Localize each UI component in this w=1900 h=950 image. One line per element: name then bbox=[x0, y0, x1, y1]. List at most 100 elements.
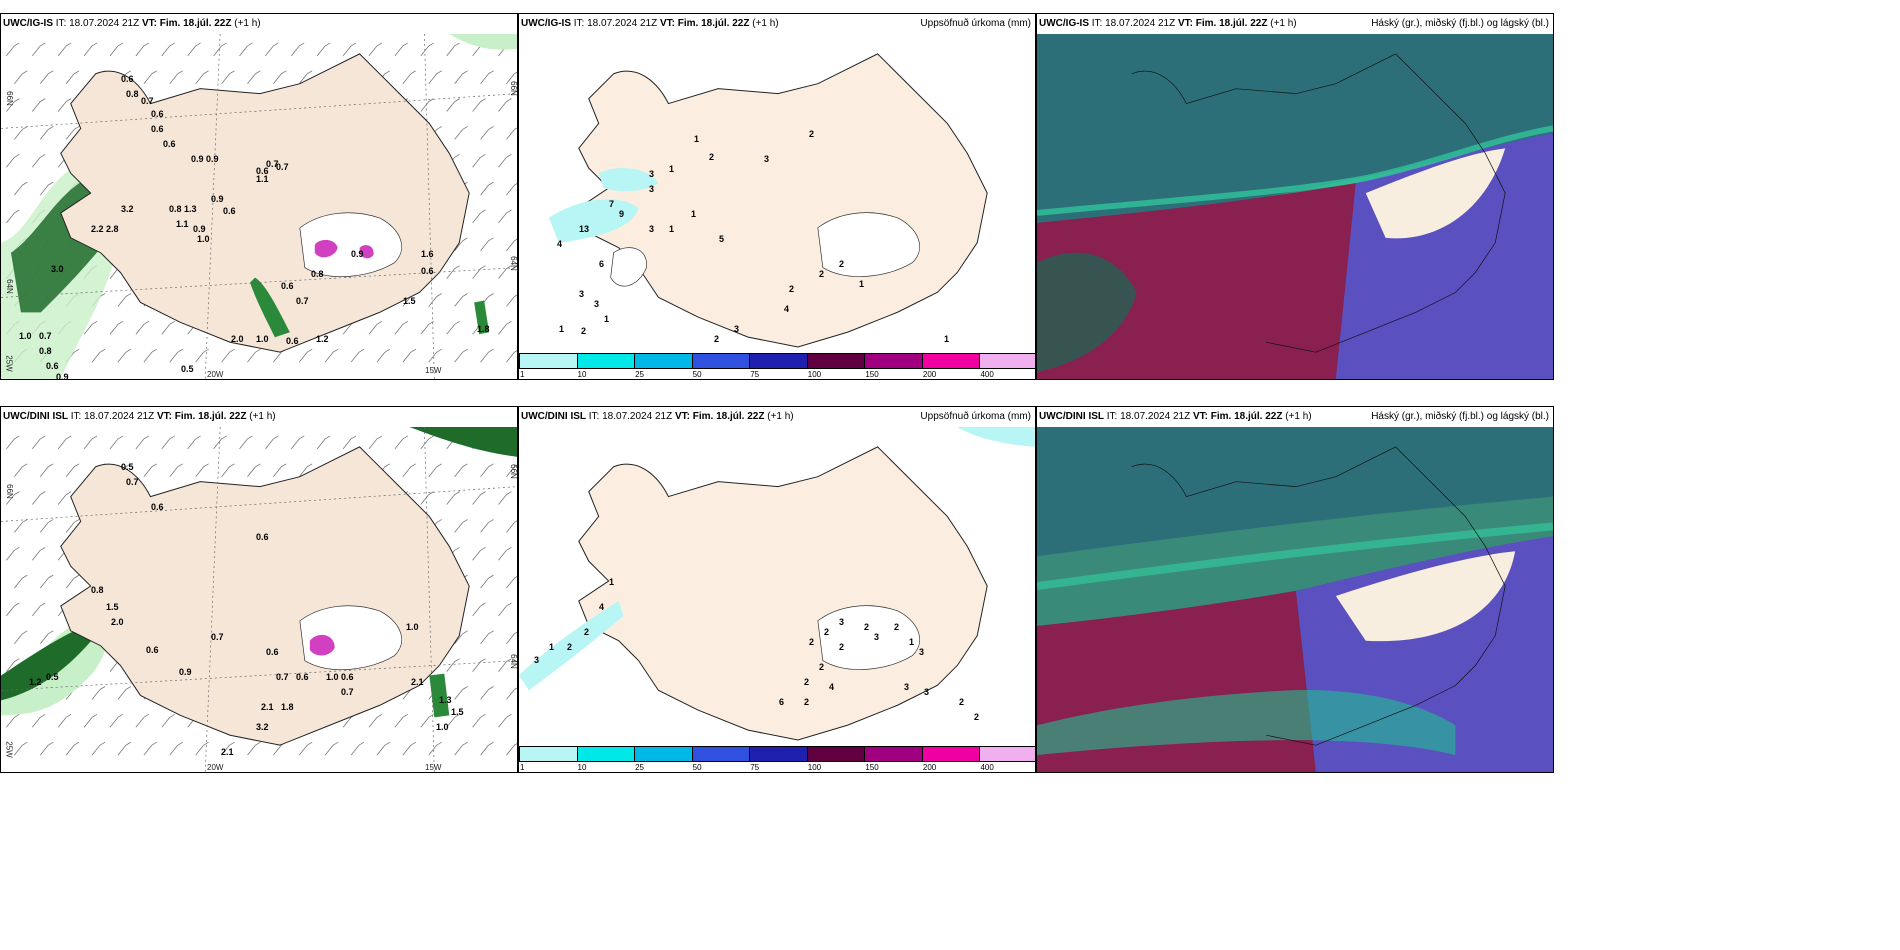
panel-header: UWC/DINI ISL IT: 18.07.2024 21Z VT: Fim.… bbox=[1, 407, 517, 427]
map-value-label: 2 bbox=[894, 622, 900, 632]
map-value-label: 2 bbox=[714, 334, 720, 344]
map-value-label: 0.6 bbox=[46, 361, 59, 371]
precip-map[interactable]: 2 1 2 3 1 3 7 9 3 1 1 4 13 6 3 3 1 1 2 2 2 4 3 3 5 2 2 1 1 bbox=[519, 34, 1035, 351]
colorbar-label: 75 bbox=[750, 763, 760, 772]
cyan-precip bbox=[548, 199, 639, 243]
map-value-label: 1 bbox=[604, 314, 610, 324]
wind-barb bbox=[57, 42, 72, 57]
colorbar-label: 400 bbox=[980, 763, 994, 772]
panel-header: UWC/DINI ISL IT: 18.07.2024 21Z VT: Fim.… bbox=[1037, 407, 1553, 427]
map-value-label: 13 bbox=[579, 224, 590, 234]
model-name: UWC/IG-IS bbox=[1039, 18, 1089, 29]
wind-barb bbox=[161, 713, 175, 728]
precip-map-svg bbox=[548, 53, 988, 348]
wind-barb bbox=[498, 153, 512, 168]
it-label: IT: bbox=[573, 18, 585, 29]
map-value-label: 0.8 bbox=[126, 89, 139, 99]
wind-barb bbox=[135, 435, 150, 450]
wind-barb bbox=[472, 491, 486, 505]
wind-barb bbox=[498, 602, 512, 617]
wind-barb bbox=[454, 348, 468, 363]
wind-barb bbox=[350, 741, 365, 756]
wind-barb bbox=[109, 713, 124, 728]
wind-barb bbox=[221, 348, 235, 363]
wind-barb bbox=[506, 687, 517, 700]
wind-barb bbox=[169, 348, 183, 363]
map-value-label: 2 bbox=[804, 677, 810, 687]
lead-time: (+1 h) bbox=[752, 18, 779, 29]
panel-precip-dini: UWC/DINI ISL IT: 18.07.2024 21Z VT: Fim.… bbox=[518, 406, 1036, 773]
wind-barb bbox=[161, 320, 175, 335]
colorbar-label: 50 bbox=[692, 763, 702, 772]
map-value-label: 0.8 bbox=[91, 585, 104, 595]
wind-barb bbox=[394, 435, 409, 450]
init-time: 18.07.2024 21Z bbox=[84, 411, 155, 422]
wind-barb bbox=[91, 348, 106, 363]
wind-barb bbox=[506, 576, 517, 589]
wind-barb bbox=[39, 741, 54, 756]
wind-barb bbox=[117, 741, 132, 756]
wind-barb bbox=[298, 463, 313, 477]
wind-barb bbox=[117, 348, 132, 363]
wind-barb bbox=[506, 183, 517, 196]
wind-barb bbox=[454, 519, 468, 533]
cloud-map-svg bbox=[1037, 427, 1553, 772]
map-value-label: 4 bbox=[829, 682, 835, 692]
map-value-label: 0.7 bbox=[341, 687, 354, 697]
wind-barb bbox=[14, 741, 28, 756]
cloud-map[interactable] bbox=[1037, 34, 1553, 379]
map-value-label: 3.2 bbox=[256, 722, 269, 732]
wind-barb bbox=[394, 320, 409, 335]
colorbar-label: 200 bbox=[922, 763, 937, 772]
wind-barb bbox=[65, 126, 80, 140]
panel-header: UWC/IG-IS IT: 18.07.2024 21Z VT: Fim. 18… bbox=[1037, 14, 1553, 34]
vt-label: VT: bbox=[1177, 18, 1193, 29]
map-value-label: 3 bbox=[839, 617, 845, 627]
iceland-land bbox=[60, 53, 470, 353]
wind-barb bbox=[506, 631, 517, 644]
panel-cloud-ig: UWC/IG-IS IT: 18.07.2024 21Z VT: Fim. 18… bbox=[1036, 13, 1554, 380]
map-value-label: 0.6 bbox=[256, 532, 269, 542]
tick-lat-66-right: 66N bbox=[508, 464, 518, 479]
wind-barb bbox=[265, 435, 279, 450]
wind-barb bbox=[31, 602, 46, 617]
model-name: UWC/DINI ISL bbox=[1039, 411, 1104, 422]
green-streak bbox=[250, 277, 290, 338]
map-value-label: 0.9 bbox=[351, 249, 364, 259]
wind-barb bbox=[428, 70, 442, 84]
it-label: IT: bbox=[1091, 18, 1103, 29]
map-value-label: 1.0 bbox=[406, 622, 419, 632]
wind-barb bbox=[6, 435, 20, 450]
wind-map[interactable]: 66N 66N 64N 25W 20W 15W 0.5 0.7 0.6 0.6 0.8 1… bbox=[1, 427, 517, 772]
wind-barb bbox=[6, 153, 20, 168]
coastline bbox=[1131, 53, 1506, 353]
cloud-lower-green bbox=[1037, 690, 1456, 756]
map-value-label: 0.5 bbox=[46, 672, 59, 682]
north-dark-green bbox=[409, 427, 517, 457]
wind-barb bbox=[195, 463, 209, 477]
cloud-map[interactable] bbox=[1037, 427, 1553, 772]
wind-barb bbox=[428, 741, 442, 756]
tick-lon-15: 15W bbox=[425, 763, 442, 772]
wind-barb bbox=[454, 70, 468, 84]
wind-barb bbox=[39, 463, 54, 477]
it-label: IT: bbox=[1106, 411, 1118, 422]
cloud-white bbox=[1335, 551, 1516, 642]
wind-barb bbox=[368, 320, 383, 335]
iceland-land bbox=[60, 446, 470, 746]
map-value-label: 3 bbox=[579, 289, 585, 299]
init-time: 18.07.2024 21Z bbox=[1120, 411, 1191, 422]
map-value-label: 3.2 bbox=[121, 204, 134, 214]
map-value-label: 0.6 bbox=[286, 336, 299, 346]
map-value-label: 3.0 bbox=[51, 264, 64, 274]
wind-barb bbox=[91, 741, 106, 756]
init-time: 18.07.2024 21Z bbox=[587, 18, 658, 29]
wind-barb bbox=[213, 435, 227, 450]
map-value-label: 0.9 bbox=[211, 194, 224, 204]
wind-barb bbox=[506, 743, 517, 756]
map-value-label: 1 bbox=[694, 134, 700, 144]
wind-barb bbox=[480, 519, 494, 533]
wind-map[interactable]: 66N 64N 66N 64N 25W 20W 15W 0.6 0.8 0.7 0.6… bbox=[1, 34, 517, 379]
map-value-label: 1 bbox=[669, 224, 675, 234]
